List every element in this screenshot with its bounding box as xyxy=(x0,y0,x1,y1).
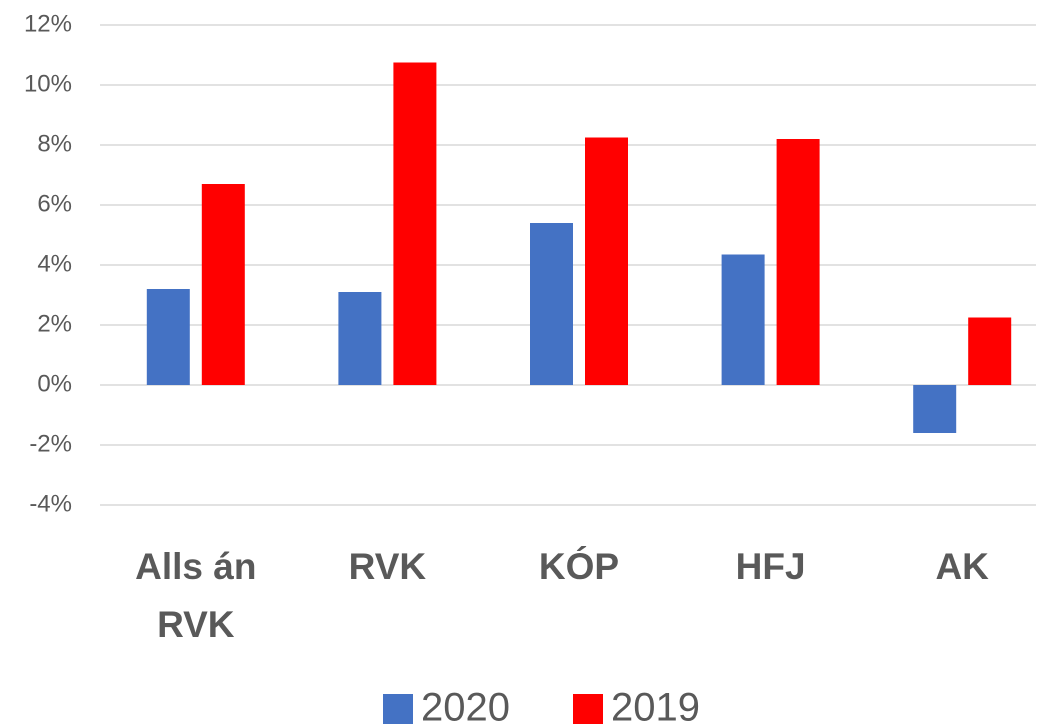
bar xyxy=(721,254,765,385)
y-tick-label: 0% xyxy=(37,370,72,397)
legend-label: 2019 xyxy=(611,686,700,728)
legend-swatch xyxy=(573,694,603,724)
bar xyxy=(338,292,382,385)
x-tick-label: RVK xyxy=(348,546,427,587)
y-tick-label: 2% xyxy=(37,310,72,337)
bar xyxy=(776,139,820,385)
y-tick-label: -2% xyxy=(29,430,72,457)
y-tick-label: 6% xyxy=(37,190,72,217)
x-tick-label: HFJ xyxy=(735,546,806,587)
bar xyxy=(585,137,628,385)
y-tick-label: 4% xyxy=(37,250,72,277)
bar xyxy=(530,223,573,385)
y-tick-label: 8% xyxy=(37,130,72,157)
y-tick-label: 10% xyxy=(24,70,72,97)
bar xyxy=(201,184,245,385)
x-tick-label: AK xyxy=(935,546,989,587)
x-tick-label: Alls án RVK xyxy=(135,546,257,645)
bar xyxy=(968,317,1012,385)
bar xyxy=(913,385,957,433)
y-tick-label: 12% xyxy=(24,10,72,37)
bar xyxy=(393,62,437,385)
x-tick-label: KÓP xyxy=(538,546,620,587)
bar xyxy=(146,289,190,385)
legend-swatch xyxy=(383,694,413,724)
y-tick-label: -4% xyxy=(29,490,72,517)
legend-label: 2020 xyxy=(421,686,510,728)
